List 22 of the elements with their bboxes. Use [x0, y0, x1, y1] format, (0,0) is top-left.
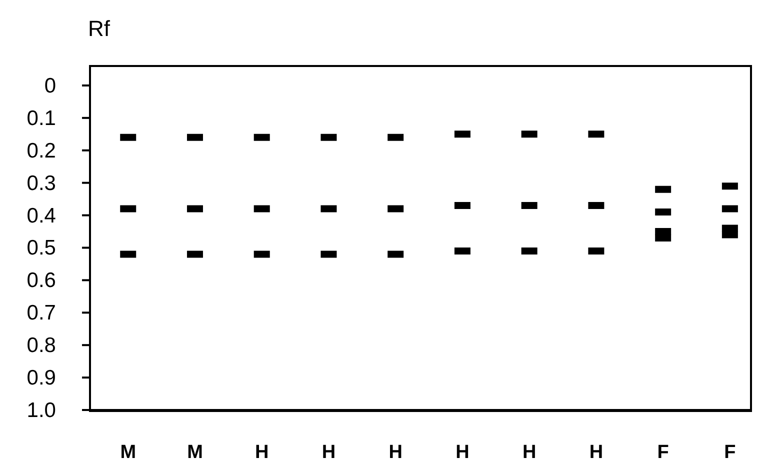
- y-tick-label: 0.4: [26, 204, 56, 228]
- x-tick-label: H: [254, 442, 269, 463]
- y-tick-label: 0.1: [26, 106, 56, 130]
- y-tick-label: 0.5: [26, 236, 56, 260]
- y-tick-label: 0.2: [26, 139, 56, 162]
- x-tick-label: H: [322, 442, 336, 463]
- y-axis-title: Rf: [88, 16, 110, 42]
- y-tick-label: 0.3: [26, 172, 56, 195]
- x-tick-label: F: [724, 442, 736, 463]
- x-tick-label: M: [120, 442, 136, 463]
- y-tick-label: 1.0: [26, 399, 56, 422]
- x-tick-label: F: [657, 442, 669, 463]
- x-tick-label: M: [187, 442, 203, 463]
- y-tick-label: 0: [44, 74, 56, 98]
- x-tick-label: H: [388, 442, 402, 463]
- y-tick-label: 0.9: [26, 366, 56, 390]
- y-tick-label: 0.8: [26, 334, 56, 358]
- x-tick-label: H: [456, 442, 470, 463]
- y-tick-label: 0.7: [26, 302, 56, 325]
- x-tick-label: H: [589, 442, 604, 463]
- x-tick-label: H: [522, 442, 536, 463]
- y-tick-label: 0.6: [26, 269, 56, 292]
